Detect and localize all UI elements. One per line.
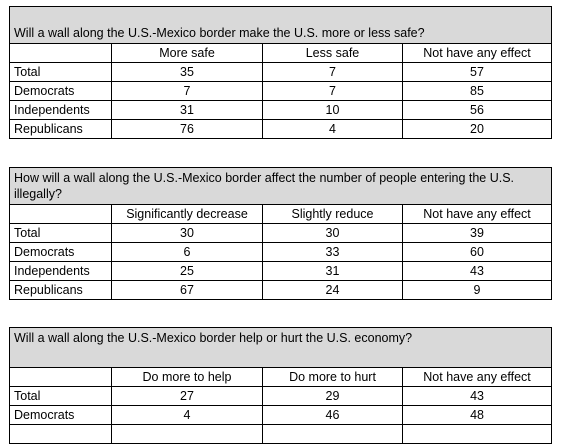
cell [9, 424, 112, 444]
value-cell: 7 [262, 81, 403, 101]
value-cell: 43 [401, 261, 553, 281]
value-cell: 25 [111, 261, 263, 281]
cell [262, 424, 403, 444]
data-row: Total 30 30 39 [9, 223, 553, 243]
page: Will a wall along the U.S.-Mexico border… [8, 6, 553, 444]
column-header: More safe [111, 43, 263, 63]
column-header: Slightly reduce [262, 204, 403, 224]
column-header: Do more to help [111, 367, 263, 387]
column-header: Not have any effect [401, 204, 553, 224]
row-label: Democrats [9, 81, 112, 101]
value-cell: 43 [401, 386, 553, 406]
column-header-row: Significantly decrease Slightly reduce Not… [9, 204, 553, 224]
data-row: Independents 25 31 43 [9, 261, 553, 281]
value-cell: 30 [262, 223, 403, 243]
value-cell: 48 [401, 405, 553, 425]
value-cell: 35 [111, 62, 263, 82]
cell [401, 424, 553, 444]
question-row: How will a wall along the U.S.-Mexico bo… [8, 167, 553, 205]
question: How will a wall along the U.S.-Mexico bo… [8, 167, 553, 205]
value-cell: 46 [262, 405, 403, 425]
row-label: Independents [9, 100, 112, 120]
column-header: Significantly decrease [111, 204, 263, 224]
data-row: Total 35 7 57 [9, 62, 553, 82]
question-row: Will a wall along the U.S.-Mexico border… [8, 327, 553, 368]
value-cell: 29 [262, 386, 403, 406]
empty-cell [9, 204, 112, 224]
value-cell: 24 [262, 280, 403, 300]
value-cell: 33 [262, 242, 403, 262]
value-cell: 20 [401, 119, 553, 139]
data-row: Republicans 67 24 9 [9, 280, 553, 300]
data-row: Democrats 6 33 60 [9, 242, 553, 262]
row-label: Republicans [9, 119, 112, 139]
column-header: Not have any effect [401, 367, 553, 387]
data-row: Democrats 7 7 85 [9, 81, 553, 101]
row-label: Independents [9, 261, 112, 281]
survey-table: Will a wall along the U.S.-Mexico border… [8, 6, 553, 139]
value-cell: 31 [262, 261, 403, 281]
value-cell: 9 [401, 280, 553, 300]
value-cell: 39 [401, 223, 553, 243]
value-cell: 30 [111, 223, 263, 243]
value-cell: 27 [111, 386, 263, 406]
row-label: Democrats [9, 405, 112, 425]
value-cell: 85 [401, 81, 553, 101]
column-header: Not have any effect [401, 43, 553, 63]
value-cell: 56 [401, 100, 553, 120]
question: Will a wall along the U.S.-Mexico border… [8, 6, 553, 44]
column-header: Less safe [262, 43, 403, 63]
column-header-row: More safe Less safe Not have any effect [9, 43, 553, 63]
row-label: Total [9, 223, 112, 243]
empty-cell [9, 367, 112, 387]
row-label: Total [9, 62, 112, 82]
data-row: Independents 31 10 56 [9, 100, 553, 120]
value-cell: 57 [401, 62, 553, 82]
data-row: Total 27 29 43 [9, 386, 553, 406]
value-cell: 67 [111, 280, 263, 300]
data-row: Democrats 4 46 48 [9, 405, 553, 425]
empty-cell [9, 43, 112, 63]
value-cell: 60 [401, 242, 553, 262]
value-cell: 6 [111, 242, 263, 262]
column-header-row: Do more to help Do more to hurt Not have a… [9, 367, 553, 387]
value-cell: 4 [262, 119, 403, 139]
question: Will a wall along the U.S.-Mexico border… [8, 327, 553, 368]
cut-off-row [9, 424, 553, 444]
column-header: Do more to hurt [262, 367, 403, 387]
survey-table: Will a wall along the U.S.-Mexico border… [8, 327, 553, 444]
cell [111, 424, 263, 444]
value-cell: 7 [262, 62, 403, 82]
value-cell: 10 [262, 100, 403, 120]
data-row: Republicans 76 4 20 [9, 119, 553, 139]
question-row: Will a wall along the U.S.-Mexico border… [8, 6, 553, 44]
row-label: Republicans [9, 280, 112, 300]
value-cell: 7 [111, 81, 263, 101]
row-label: Total [9, 386, 112, 406]
row-label: Democrats [9, 242, 112, 262]
value-cell: 31 [111, 100, 263, 120]
value-cell: 4 [111, 405, 263, 425]
survey-table: How will a wall along the U.S.-Mexico bo… [8, 167, 553, 300]
value-cell: 76 [111, 119, 263, 139]
